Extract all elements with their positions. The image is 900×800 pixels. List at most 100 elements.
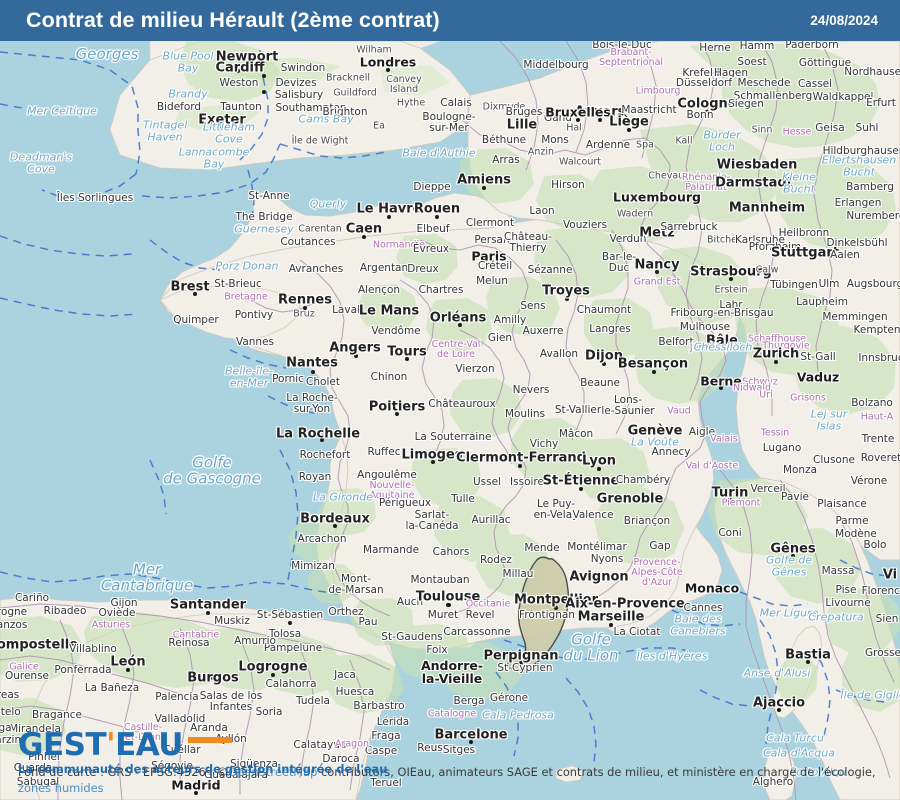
- map-label: Ruffec: [367, 446, 401, 458]
- map-label: Mons: [541, 134, 569, 146]
- map-label: Roveret: [860, 452, 900, 464]
- map-label: Maastricht: [621, 104, 677, 116]
- map-label: Îles Sorlingues: [56, 192, 134, 204]
- map-label: Georges: [75, 45, 139, 63]
- map-label: Anzin: [527, 146, 555, 158]
- map-place-dot: [482, 186, 486, 190]
- map-label: Nevers: [512, 384, 550, 396]
- map-label: Vérone: [850, 475, 888, 487]
- map-label: Calais: [440, 97, 472, 109]
- map-label: Argentan: [359, 262, 409, 274]
- gesteau-logo[interactable]: GEST ' EAU La communauté des acteurs de ge…: [18, 730, 388, 777]
- logo-wordmark: GEST ' EAU: [18, 730, 183, 761]
- map-label: Cahors: [432, 546, 470, 558]
- map-label: Rodez: [480, 554, 512, 566]
- map-label: Porz Donan: [215, 259, 279, 273]
- map-label: Golfe du Lion: [563, 630, 619, 664]
- map-place-dot: [271, 673, 275, 677]
- map-label: Massa: [821, 565, 855, 577]
- map-label: Besançon: [617, 356, 689, 372]
- map-label: St-Sébastien: [256, 609, 324, 621]
- map-label: ga: [0, 722, 12, 734]
- map-label: Avranches: [288, 263, 344, 275]
- map-label: La Souterraine: [414, 431, 492, 443]
- map-label: Montauban: [410, 574, 470, 586]
- logo-tagline: La communauté des acteurs de gestion int…: [18, 762, 388, 776]
- map-label: Crepatura: [808, 610, 864, 624]
- map-label: Carentan: [298, 223, 342, 235]
- map-label: Mer Ligure: [759, 606, 819, 620]
- map-label: Catalogne: [427, 708, 477, 720]
- map-label: Clermont: [465, 217, 515, 229]
- map-label: Nantes: [286, 355, 338, 371]
- map-label: Belle-île-en-Mer: [224, 364, 274, 389]
- map-label: Alençon: [357, 284, 401, 296]
- map-label-layer: Georges Blue Pool Bay Newport Cardiff Swindon…: [0, 41, 900, 800]
- map-label: Issoire: [510, 476, 544, 488]
- map-label: Memmingen: [822, 311, 888, 323]
- map-label: Cala d'Acqua: [763, 746, 835, 760]
- map-label: St-Cyprien: [497, 662, 553, 674]
- map-canvas[interactable]: [0, 41, 900, 800]
- openstreetmap-link[interactable]: OpenStreetMap: [228, 765, 318, 780]
- map-label: Mer Cantabrique: [100, 560, 194, 594]
- map-label: Swindon: [280, 62, 326, 74]
- map-label: Perpignan: [483, 648, 559, 664]
- map-label: Burgos: [187, 670, 239, 686]
- attribution-middle: contributors, OIEau, animateurs SAGE et …: [317, 765, 876, 780]
- map-label: Dixmude: [482, 101, 526, 113]
- map-label: Laupheim: [796, 296, 848, 308]
- map-label: Bitche: [707, 234, 737, 246]
- map-label: Calahorra: [265, 678, 317, 690]
- map-label: Ribadeo: [43, 605, 87, 617]
- map-label: Avignon: [569, 569, 629, 585]
- map-label: St-Gaudens: [381, 631, 443, 643]
- map-label: Logrogne: [238, 659, 308, 675]
- map-label: Querly: [309, 197, 347, 211]
- map-label: Siegen: [728, 98, 764, 110]
- map-label: Bideford: [156, 101, 202, 113]
- map-label: Suhl: [855, 122, 879, 134]
- map-label: Herne: [699, 42, 731, 54]
- map-label: Mannheim: [728, 200, 806, 216]
- map-label: Lej sur Islas: [810, 407, 848, 432]
- map-label: Tintagel Haven: [142, 118, 188, 143]
- map-place-dot: [519, 661, 523, 665]
- map-label: Barbastro: [353, 700, 405, 712]
- map-label: Bretagne: [224, 291, 268, 303]
- map-label: Frontignan: [519, 609, 575, 621]
- logo-orange-bar: [187, 736, 232, 743]
- header-bar: Contrat de milieu Hérault (2ème contrat)…: [0, 0, 900, 41]
- map-label: Bracknell: [325, 72, 371, 84]
- map-place-dot: [609, 623, 613, 627]
- map-place-dot: [576, 118, 580, 122]
- zones-humides-link[interactable]: zones humides: [18, 780, 104, 795]
- map-label: Ourense: [4, 670, 50, 682]
- map-place-dot: [262, 90, 266, 94]
- map-viewport[interactable]: Georges Blue Pool Bay Newport Cardiff Swindon…: [0, 41, 900, 800]
- map-label: Pforzheim: [748, 241, 802, 253]
- map-label: Guernesey: [234, 222, 294, 236]
- map-label: Aix-en-Provence: [565, 596, 685, 612]
- map-label: Bruxelles: [545, 104, 611, 120]
- map-label: Bolzano: [851, 397, 893, 409]
- map-label: Lannacombe Bay: [178, 145, 250, 170]
- map-place-dot: [652, 370, 656, 374]
- map-label: Baie des Canebiers: [670, 612, 726, 637]
- map-label: Exeter: [198, 112, 246, 128]
- map-label: Mimizan: [291, 560, 335, 572]
- map-label: Arras: [492, 154, 520, 166]
- map-label: Hirson: [551, 179, 585, 191]
- map-label: Laon: [529, 205, 555, 217]
- map-label: Hamm: [739, 41, 775, 52]
- map-label: La Rochelle: [275, 426, 361, 442]
- map-label: Erstein: [714, 284, 748, 296]
- map-label: Modène: [835, 528, 877, 540]
- map-label: Berga: [453, 695, 485, 707]
- map-label: Lons-le-Saunier: [601, 393, 655, 417]
- map-label: Aigle: [688, 426, 716, 438]
- map-label: Avallon: [539, 348, 579, 360]
- map-label: Orthez: [328, 606, 364, 618]
- map-label: Lyon: [581, 453, 617, 469]
